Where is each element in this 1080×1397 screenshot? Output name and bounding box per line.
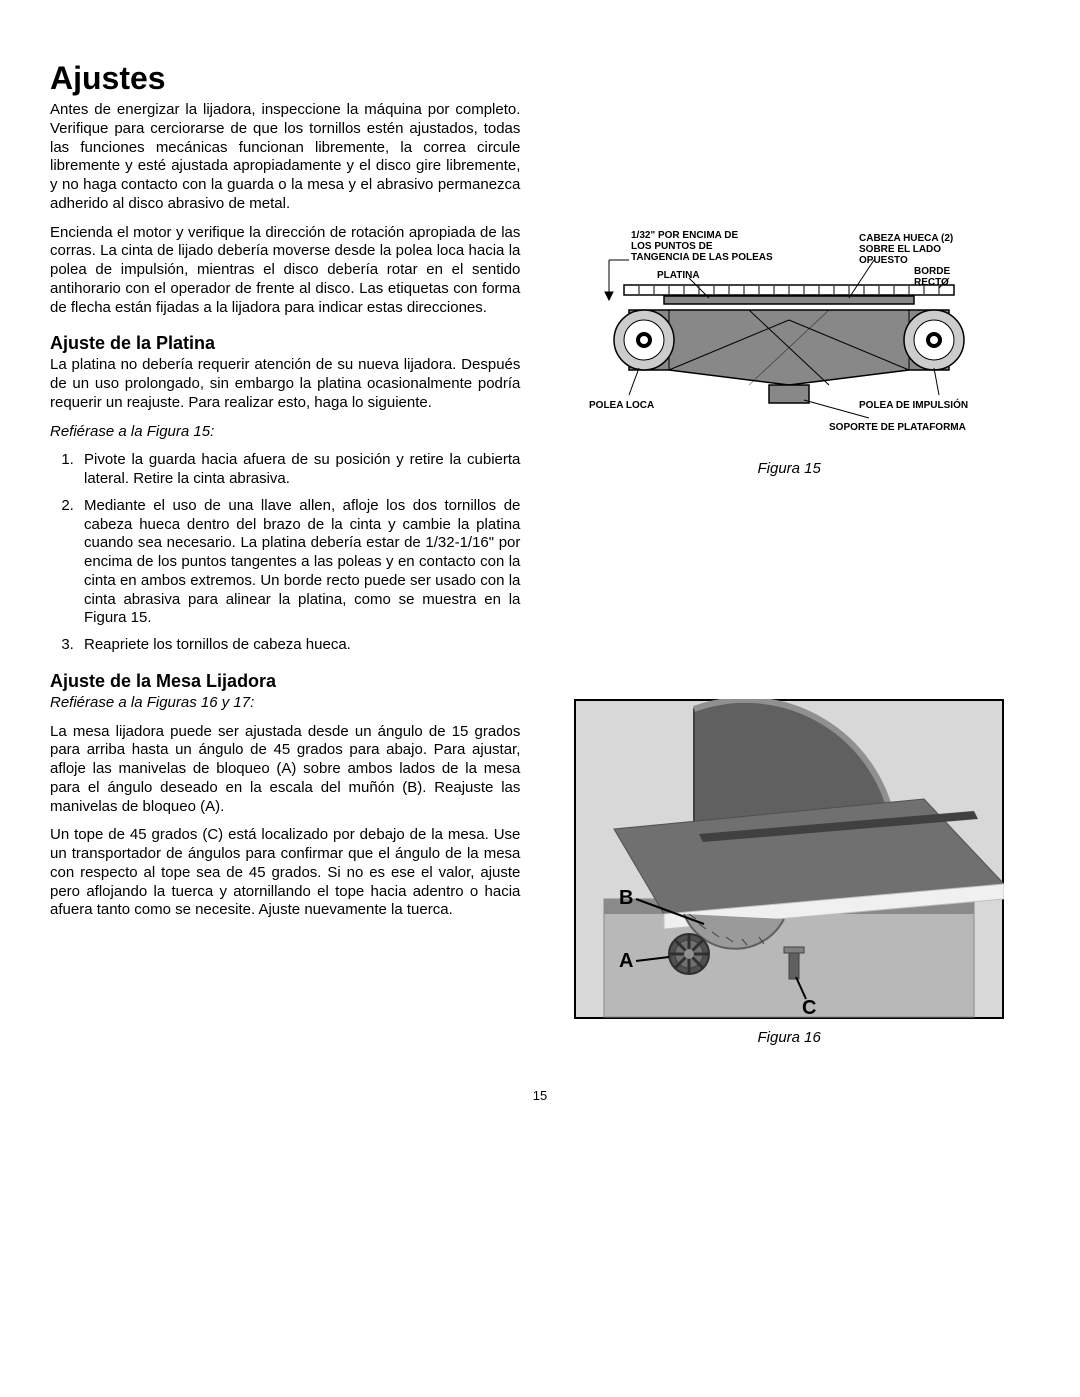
intro-paragraph-2: Encienda el motor y verifique la direcci… — [50, 224, 520, 318]
section-mesa-p1: La mesa lijadora puede ser ajustada desd… — [50, 723, 520, 817]
fig16-label-c: C — [802, 997, 816, 1019]
list-item: Pivote la guarda hacia afuera de su posi… — [78, 451, 520, 489]
figure-16-block: B A C Figura 16 — [574, 699, 1004, 1048]
fig15-label-tornillos: TORNILLOS DE CABEZA HUECA (2) SOBRE EL L… — [859, 230, 956, 266]
figure-16-photo: B A C — [574, 699, 1004, 1019]
figure-15-diagram: 1/32" POR ENCIMA DE LOS PUNTOS DE TANGEN… — [569, 230, 1009, 450]
page-number: 15 — [50, 1088, 1030, 1103]
page: Ajustes Antes de energizar la lijadora, … — [50, 60, 1030, 1048]
fig15-label-soporte: SOPORTE DE PLATAFORMA — [829, 422, 966, 433]
section-mesa-p2: Un tope de 45 grados (C) está localizado… — [50, 826, 520, 920]
fig16-label-b: B — [619, 887, 633, 909]
fig15-label-platina: PLATINA — [657, 270, 700, 281]
fig16-label-a: A — [619, 950, 633, 972]
figure-16-caption: Figura 16 — [574, 1029, 1004, 1048]
list-item: Mediante el uso de una llave allen, aflo… — [78, 497, 520, 628]
figure-15-caption: Figura 15 — [548, 460, 1030, 479]
right-column: 1/32" POR ENCIMA DE LOS PUNTOS DE TANGEN… — [548, 60, 1030, 1048]
left-column: Ajustes Antes de energizar la lijadora, … — [50, 60, 520, 1048]
fig15-label-borde: BORDE RECTO — [914, 266, 953, 288]
section-platina-intro: La platina no debería requerir atención … — [50, 356, 520, 412]
section-mesa-ref: Refiérase a la Figuras 16 y 17: — [50, 694, 520, 713]
section-platina-ref: Refiérase a la Figura 15: — [50, 423, 520, 442]
list-item: Reapriete los tornillos de cabeza hueca. — [78, 636, 520, 655]
fig15-label-polea-loca: POLEA LOCA — [589, 400, 654, 411]
platina-steps-list: Pivote la guarda hacia afuera de su posi… — [50, 451, 520, 655]
fig15-label-top-left: 1/32" POR ENCIMA DE LOS PUNTOS DE TANGEN… — [631, 230, 773, 263]
figure-15-block: 1/32" POR ENCIMA DE LOS PUNTOS DE TANGEN… — [548, 230, 1030, 479]
section-mesa-title: Ajuste de la Mesa Lijadora — [50, 671, 520, 692]
fig15-label-polea-impulsion: POLEA DE IMPULSIÓN — [859, 398, 968, 411]
intro-paragraph-1: Antes de energizar la lijadora, inspecci… — [50, 101, 520, 214]
page-title: Ajustes — [50, 60, 520, 97]
section-platina-title: Ajuste de la Platina — [50, 333, 520, 354]
